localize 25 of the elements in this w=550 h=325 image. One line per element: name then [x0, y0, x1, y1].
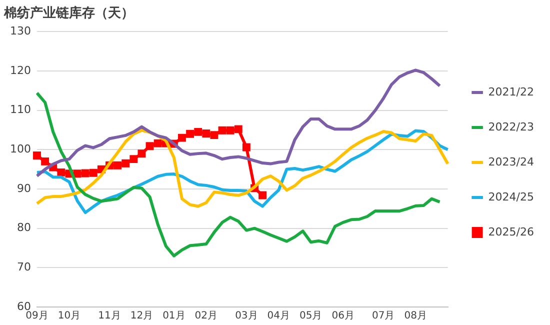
x-tick-label: 02月 [194, 310, 218, 322]
x-tick-label: 03月 [235, 310, 258, 322]
legend-label: 2022/23 [488, 120, 534, 134]
x-tick-label: 11月 [98, 310, 121, 322]
y-tick-label: 70 [16, 260, 31, 274]
legend-label: 2023/24 [488, 155, 534, 168]
legend-label: 2024/25 [488, 190, 534, 204]
y-tick-label: 110 [10, 103, 31, 116]
y-tick-label: 130 [10, 24, 31, 38]
y-tick-label: 120 [10, 64, 31, 77]
x-tick-label: 07月 [372, 310, 395, 322]
chart-title: 棉纺产业链库存（天） [3, 5, 134, 22]
x-tick-label: 05月 [300, 310, 322, 322]
x-tick-label: 10月 [58, 310, 81, 322]
y-tick-label: 80 [16, 221, 31, 234]
legend-label: 2021/22 [488, 85, 534, 98]
x-tick-label: 01月 [162, 310, 186, 322]
x-tick-label: 06月 [332, 310, 354, 322]
x-tick-label: 09月 [26, 310, 48, 322]
y-tick-label: 90 [16, 182, 31, 195]
x-tick-label: 04月 [267, 310, 290, 322]
y-tick-label: 100 [10, 142, 31, 156]
x-tick-label: 12月 [130, 310, 154, 322]
x-tick-label: 08月 [404, 310, 427, 322]
legend-label: 2025/26 [488, 225, 534, 238]
